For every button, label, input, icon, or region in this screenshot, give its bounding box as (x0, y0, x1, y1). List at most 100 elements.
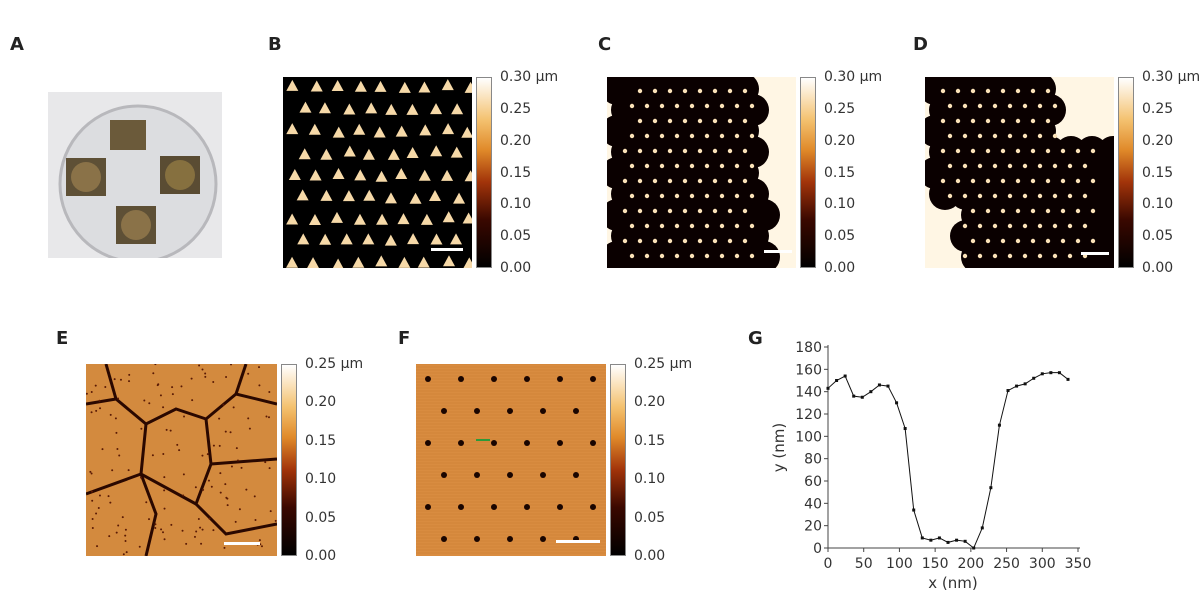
colorbar-tick: 0.15 (824, 164, 856, 181)
y-tick-label: 80 (804, 452, 822, 468)
panel-label-e: E (56, 328, 69, 349)
afm-image-e (86, 364, 277, 556)
data-point (989, 486, 993, 490)
scale-bar (1081, 252, 1109, 255)
data-point (1032, 376, 1036, 380)
data-point (1023, 382, 1027, 386)
colorbar-tick: 0.15 (634, 432, 666, 449)
data-point (929, 538, 933, 542)
colorbar-tick: 0.05 (824, 228, 856, 245)
scale-bar (431, 248, 463, 251)
panel-label-a: A (10, 34, 24, 55)
data-point (955, 538, 959, 542)
x-tick-label: 350 (1065, 556, 1092, 572)
data-point (843, 374, 847, 378)
y-axis-label: y (nm) (770, 423, 788, 472)
x-tick-label: 300 (1029, 556, 1056, 572)
data-point (895, 401, 899, 405)
panel-label-c: C (598, 34, 612, 55)
petri-dish-photo (48, 92, 222, 258)
colorbar-tick: 0.10 (1142, 196, 1174, 213)
colorbar-tick: 0.20 (1142, 132, 1174, 149)
colorbar-tick: 0.25 (1142, 100, 1174, 117)
data-point (937, 536, 941, 540)
y-tick-label: 40 (804, 496, 822, 512)
afm-image-d (925, 77, 1114, 268)
colorbar-tick: 0.20 (634, 394, 666, 411)
colorbar-tick: 0.30 µm (1142, 69, 1200, 85)
colorbar-d (1118, 77, 1134, 268)
colorbar-tick: 0.15 (1142, 164, 1174, 181)
data-point (1040, 372, 1044, 376)
scale-bar (224, 542, 260, 545)
afm-image-f (416, 364, 606, 556)
data-point (835, 379, 839, 382)
panel-label-f: F (398, 328, 411, 349)
x-tick-label: 250 (993, 556, 1020, 572)
data-point (946, 540, 950, 544)
colorbar-tick: 0.20 (500, 132, 532, 149)
data-point (852, 394, 856, 398)
colorbar-e (281, 364, 297, 556)
colorbar-tick: 0.10 (500, 196, 532, 213)
colorbar-tick: 0.00 (500, 260, 532, 276)
colorbar-tick: 0.00 (1142, 260, 1174, 276)
data-point (860, 395, 864, 399)
colorbar-tick: 0.10 (824, 196, 856, 213)
y-tick-label: 120 (795, 407, 822, 423)
data-point (972, 546, 976, 550)
data-point (1015, 384, 1019, 388)
colorbar-tick: 0.05 (634, 509, 666, 526)
data-point (886, 384, 890, 388)
panel-label-d: D (913, 34, 928, 55)
colorbar-tick: 0.15 (305, 432, 337, 449)
data-point (1066, 377, 1070, 381)
data-point (869, 390, 873, 394)
x-axis-label: x (nm) (928, 574, 977, 592)
colorbar-tick: 0.25 µm (634, 356, 693, 372)
colorbar-tick: 0.25 (500, 100, 532, 117)
y-tick-label: 180 (795, 340, 822, 356)
colorbar-tick: 0.20 (824, 132, 856, 149)
data-point (1057, 371, 1061, 375)
x-tick-label: 200 (957, 556, 984, 572)
scale-bar (764, 250, 792, 253)
data-point (877, 383, 881, 387)
x-tick-label: 100 (886, 556, 913, 572)
colorbar-tick: 0.25 (824, 100, 856, 117)
colorbar-tick: 0.00 (305, 548, 337, 564)
panel-label-b: B (268, 34, 282, 55)
colorbar-tick: 0.30 µm (500, 69, 559, 85)
afm-image-b (283, 77, 472, 268)
colorbar-b (476, 77, 492, 268)
data-point (920, 536, 924, 540)
line-chart-g: 0 50 100 150 200 250 300 350 0 20 40 60 80 100 120 140 1… (770, 340, 1092, 592)
series-line (827, 372, 1069, 549)
data-point (912, 508, 916, 512)
y-tick-label: 140 (795, 385, 822, 401)
data-point (997, 423, 1001, 427)
data-point (980, 526, 984, 530)
colorbar-tick: 0.20 (305, 394, 337, 411)
colorbar-tick: 0.05 (1142, 228, 1174, 245)
x-tick-label: 150 (922, 556, 949, 572)
y-tick-label: 20 (804, 519, 822, 535)
data-point (1049, 371, 1053, 375)
panel-label-g: G (748, 328, 763, 349)
y-tick-label: 60 (804, 474, 822, 490)
colorbar-f (610, 364, 626, 556)
scale-bar (556, 540, 600, 543)
colorbar-tick: 0.10 (305, 471, 337, 488)
x-tick-label: 0 (824, 556, 833, 572)
colorbar-tick: 0.05 (500, 228, 532, 245)
data-point (1006, 389, 1010, 393)
data-point (963, 539, 967, 543)
y-tick-label: 0 (813, 541, 822, 557)
y-tick-label: 160 (795, 362, 822, 378)
data-point (903, 427, 907, 431)
colorbar-tick: 0.30 µm (824, 69, 883, 85)
colorbar-c (800, 77, 816, 268)
colorbar-tick: 0.00 (824, 260, 856, 276)
afm-image-c (607, 77, 796, 268)
y-tick-label: 100 (795, 429, 822, 445)
